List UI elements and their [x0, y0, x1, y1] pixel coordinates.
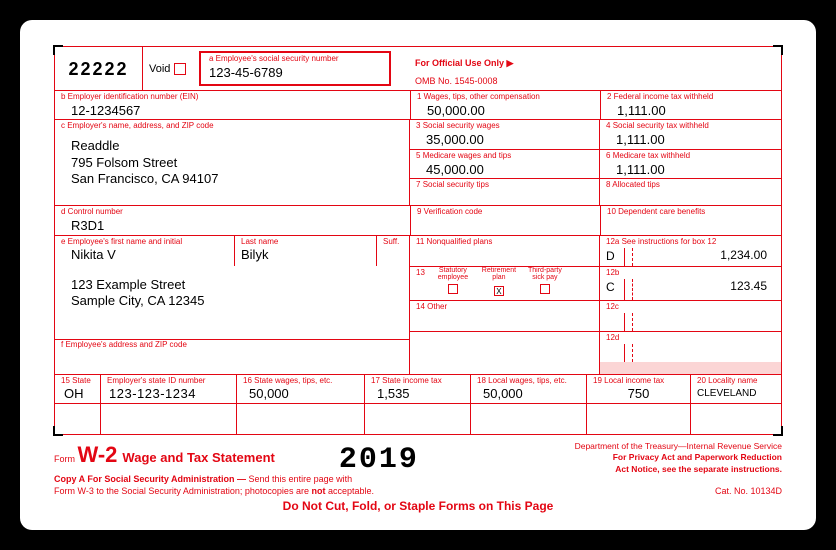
row-c: c Employer's name, address, and ZIP code… — [55, 120, 781, 206]
box5-label: 5 Medicare wages and tips — [416, 152, 593, 161]
box-b-value: 12-1234567 — [61, 102, 404, 119]
box12c-label: 12c — [606, 303, 775, 312]
omb-number: OMB No. 1545-0008 — [415, 76, 498, 86]
dept-line: Department of the Treasury—Internal Reve… — [433, 441, 782, 452]
last-name-label: Last name — [241, 238, 370, 247]
box9-label: 9 Verification code — [417, 208, 594, 217]
first-name-value: Nikita V — [61, 246, 228, 263]
box3-label: 3 Social security wages — [416, 122, 593, 131]
box12b-label: 12b — [606, 269, 775, 278]
employer-addr2: San Francisco, CA 94107 — [61, 170, 403, 187]
box4-label: 4 Social security tax withheld — [606, 122, 775, 131]
box-f-label: f Employee's address and ZIP code — [61, 341, 403, 350]
employer-addr1: 795 Folsom Street — [61, 154, 403, 171]
cat-number: Cat. No. 10134D — [715, 486, 782, 498]
box16-label: 16 State wages, tips, etc. — [243, 377, 358, 386]
void-checkbox[interactable] — [174, 63, 186, 75]
box19-value: 750 — [593, 385, 684, 402]
box13-statutory[interactable] — [448, 284, 458, 294]
box16-value: 50,000 — [243, 385, 358, 402]
box13-sickpay[interactable] — [540, 284, 550, 294]
row-e: e Employee's first name and initial Niki… — [55, 236, 781, 375]
box6-label: 6 Medicare tax withheld — [606, 152, 775, 161]
box17-label: 17 State income tax — [371, 377, 464, 386]
form-card: 22222 Void a Employee's social security … — [20, 20, 816, 530]
box8-label: 8 Allocated tips — [606, 181, 775, 190]
box15-value: OH — [61, 385, 94, 402]
privacy-line2: Act Notice, see the separate instruction… — [433, 464, 782, 475]
box12a-code: D — [606, 249, 615, 263]
row-state: 15 State OH Employer's state ID number 1… — [55, 375, 781, 404]
ssn-value: 123-45-6789 — [209, 64, 381, 81]
box6-value: 1,111.00 — [606, 161, 775, 178]
row-top: 22222 Void a Employee's social security … — [55, 47, 781, 91]
privacy-line1: For Privacy Act and Paperwork Reduction — [433, 452, 782, 463]
form-w2-title: W-2 — [78, 442, 118, 467]
box5-value: 45,000.00 — [416, 161, 593, 178]
employee-addr2: Sample City, CA 12345 — [71, 292, 403, 309]
box-b-label: b Employer identification number (EIN) — [61, 93, 404, 102]
first-name-label: e Employee's first name and initial — [61, 238, 228, 247]
row-d-9-10: d Control number R3D1 9 Verification cod… — [55, 206, 781, 235]
box3-value: 35,000.00 — [416, 131, 593, 148]
box1-label: 1 Wages, tips, other compensation — [417, 93, 594, 102]
box2-value: 1,111.00 — [607, 102, 775, 119]
row-state-2 — [55, 404, 781, 434]
box12a-label: 12a See instructions for box 12 — [606, 238, 775, 247]
box12d-label: 12d — [606, 334, 775, 343]
box15b-label: Employer's state ID number — [107, 377, 230, 386]
official-use: For Official Use Only ▶ — [415, 58, 513, 68]
box13: 13 Statutory employee Retirement planX T… — [416, 267, 593, 299]
box4-value: 1,111.00 — [606, 131, 775, 148]
box7-label: 7 Social security tips — [416, 181, 593, 190]
employer-name: Readdle — [61, 137, 403, 154]
box20-value: CLEVELAND — [697, 385, 775, 400]
form-number: 22222 — [64, 51, 132, 88]
box-d-label: d Control number — [61, 208, 404, 217]
box14-label: 14 Other — [416, 303, 593, 312]
box10-label: 10 Dependent care benefits — [607, 208, 775, 217]
box19-label: 19 Local income tax — [593, 377, 684, 386]
suffix-label: Suff. — [383, 238, 403, 247]
box15b-value: 123-123-1234 — [107, 385, 230, 402]
employee-addr1: 123 Example Street — [71, 276, 403, 293]
ssn-box: a Employee's social security number 123-… — [199, 51, 391, 86]
box1-value: 50,000.00 — [417, 102, 594, 119]
box12b-code: C — [606, 280, 615, 294]
form-subtitle: Wage and Tax Statement — [122, 450, 274, 465]
box13-retirement[interactable]: X — [494, 286, 504, 296]
box11-label: 11 Nonqualified plans — [416, 238, 593, 247]
box2-label: 2 Federal income tax withheld — [607, 93, 775, 102]
ssn-label: a Employee's social security number — [209, 55, 381, 64]
row-b-1-2: b Employer identification number (EIN) 1… — [55, 91, 781, 120]
copy-a-text: Copy A For Social Security Administratio… — [54, 474, 374, 497]
tax-year: 2019 — [339, 443, 419, 477]
box15-label: 15 State — [61, 377, 94, 386]
do-not-cut: Do Not Cut, Fold, or Staple Forms on Thi… — [54, 499, 782, 515]
void-label: Void — [149, 63, 170, 75]
form-footer: Form W-2 Wage and Tax Statement 2019 Dep… — [54, 435, 782, 515]
box20-label: 20 Locality name — [697, 377, 775, 386]
box17-value: 1,535 — [371, 385, 464, 402]
w2-form: 22222 Void a Employee's social security … — [54, 46, 782, 435]
box18-value: 50,000 — [477, 385, 580, 402]
box-d-value: R3D1 — [61, 217, 404, 234]
box18-label: 18 Local wages, tips, etc. — [477, 377, 580, 386]
last-name-value: Bilyk — [241, 246, 370, 263]
box-c-label: c Employer's name, address, and ZIP code — [61, 122, 403, 131]
